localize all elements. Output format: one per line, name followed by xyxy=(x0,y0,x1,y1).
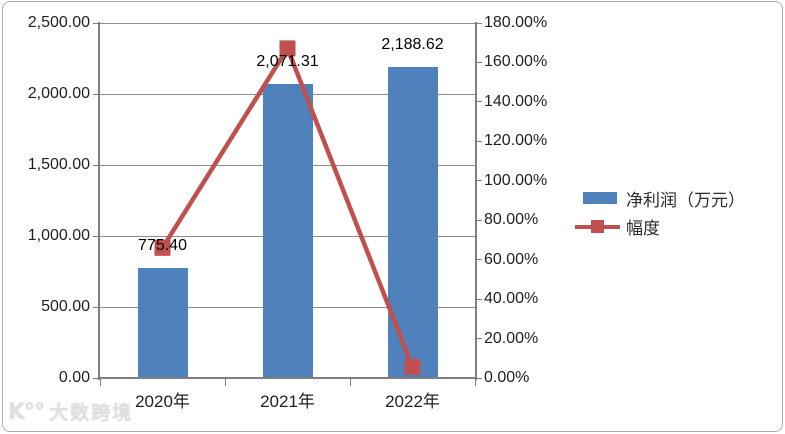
bar-net-profit xyxy=(137,267,188,378)
bar-swatch-icon xyxy=(583,192,617,204)
bar-data-label: 2,071.31 xyxy=(256,52,319,70)
x-axis-tick xyxy=(474,378,476,386)
right-axis-tick xyxy=(475,180,482,182)
x-axis-tick xyxy=(349,378,351,386)
x-axis-tick xyxy=(224,378,226,386)
x-axis-tick xyxy=(99,378,101,386)
right-axis-tick xyxy=(475,61,482,63)
right-axis-tick-label: 20.00% xyxy=(484,329,539,347)
right-axis-tick-label: 80.00% xyxy=(484,211,539,229)
watermark: K°° 大数跨境 xyxy=(8,398,133,425)
right-axis-tick xyxy=(475,101,482,103)
legend-label-rate: 幅度 xyxy=(626,218,660,238)
bar-net-profit xyxy=(387,67,438,378)
right-axis-tick-label: 120.00% xyxy=(484,132,548,150)
left-axis-tick-label: 500.00 xyxy=(41,298,90,315)
gridline xyxy=(100,22,475,24)
right-axis-tick xyxy=(475,338,482,340)
left-axis-tick-label: 2,500.00 xyxy=(27,14,90,31)
left-axis-tick xyxy=(93,306,100,308)
x-axis-category-label: 2021年 xyxy=(260,392,315,411)
right-axis-tick xyxy=(475,259,482,261)
bar-data-label: 2,188.62 xyxy=(381,36,444,54)
left-axis-tick-label: 0.00 xyxy=(58,369,90,386)
legend-item-net-profit: 净利润（万元） xyxy=(575,189,745,210)
line-swatch-marker xyxy=(591,219,604,233)
bar-net-profit xyxy=(262,83,313,378)
x-axis-category-label: 2020年 xyxy=(135,392,190,411)
left-axis-tick xyxy=(93,164,100,166)
left-axis-tick xyxy=(93,22,100,24)
legend: 净利润（万元） 幅度 xyxy=(575,189,745,245)
watermark-text: 大数跨境 xyxy=(49,403,134,424)
right-axis-tick-label: 140.00% xyxy=(484,92,548,110)
left-axis-tick xyxy=(93,235,100,237)
right-axis-tick-label: 40.00% xyxy=(484,290,539,308)
left-axis-tick-label: 1,000.00 xyxy=(27,227,90,244)
right-axis-tick-label: 180.00% xyxy=(484,14,548,31)
y-axis-left xyxy=(98,22,100,380)
right-axis-tick xyxy=(475,298,482,300)
left-axis-tick-label: 1,500.00 xyxy=(27,156,90,173)
bar-data-label: 775.40 xyxy=(138,236,187,254)
legend-label-net-profit: 净利润（万元） xyxy=(626,190,745,210)
watermark-logo-icon: K°° xyxy=(8,400,45,425)
left-axis-tick xyxy=(93,377,100,379)
right-axis-tick-label: 100.00% xyxy=(484,171,548,189)
right-axis-tick xyxy=(475,219,482,221)
left-axis-tick-label: 2,000.00 xyxy=(27,85,90,102)
right-axis-tick xyxy=(475,22,482,24)
left-axis-tick xyxy=(93,93,100,95)
y-axis-right xyxy=(475,22,477,380)
x-axis xyxy=(98,377,477,379)
right-axis-tick xyxy=(475,377,482,379)
right-axis-tick xyxy=(475,140,482,142)
x-axis-category-label: 2022年 xyxy=(385,392,440,411)
legend-item-rate: 幅度 xyxy=(575,217,745,238)
line-swatch-icon xyxy=(575,219,620,234)
right-axis-tick-label: 60.00% xyxy=(484,250,539,268)
right-axis-tick-label: 160.00% xyxy=(484,53,548,71)
right-axis-tick-label: 0.00% xyxy=(484,369,530,386)
